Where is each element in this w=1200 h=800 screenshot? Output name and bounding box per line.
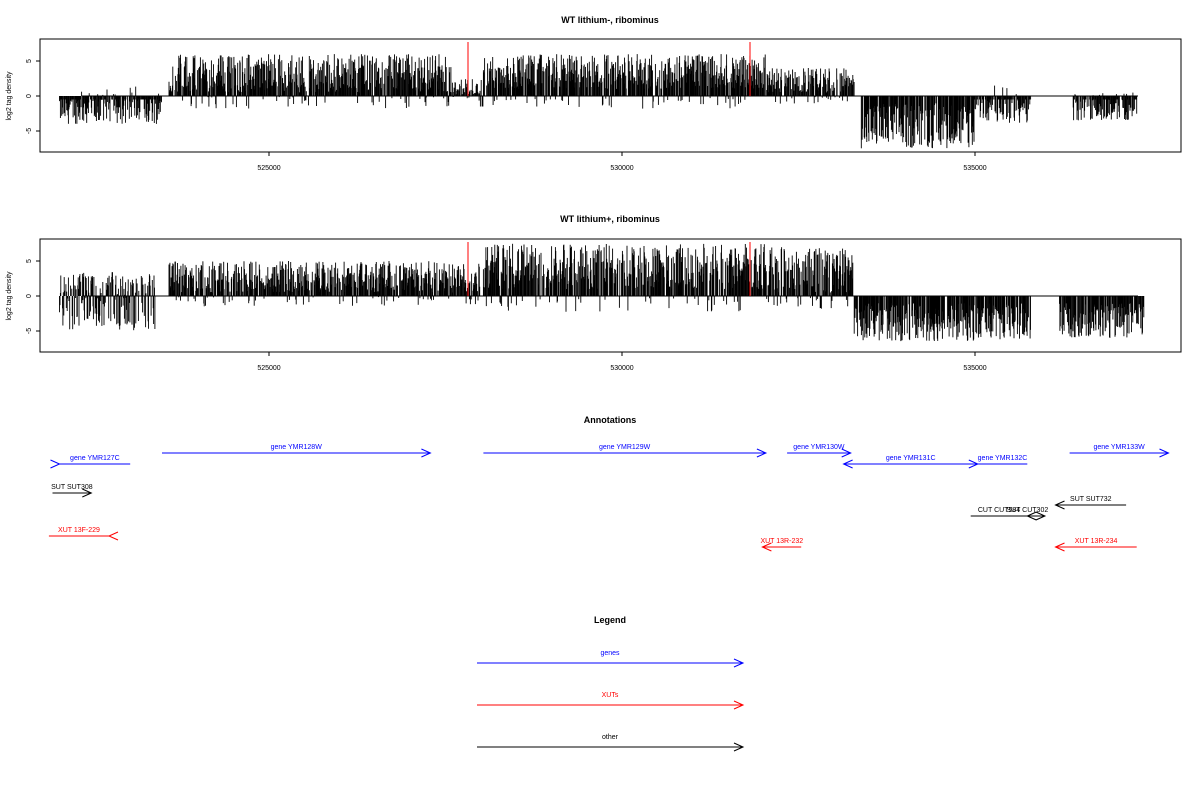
feature-label: XUT 13R-234 — [1075, 538, 1118, 545]
signal-bars — [59, 243, 1145, 342]
panel-lithium-plus: WT lithium+, ribominus 5 0 -5 log2 tag d… — [6, 214, 1182, 372]
feature-xuts: XUT 13R-234 — [1054, 538, 1137, 552]
legend-label: XUTs — [602, 692, 619, 699]
feature-label: SUT SUT308 — [51, 484, 93, 491]
x-tick-label: 530000 — [610, 165, 633, 172]
feature-arrowhead — [1159, 448, 1170, 458]
feature-label: CUT CUT584 — [978, 507, 1020, 514]
legend-item-xuts: XUTs — [477, 692, 745, 710]
feature-genes: gene YMR130W — [787, 444, 852, 458]
feature-arrowhead — [421, 448, 432, 458]
feature-arrowhead — [1035, 511, 1047, 521]
y-tick-label: 5 — [26, 259, 33, 263]
feature-label: XUT 13F-229 — [58, 527, 100, 534]
feature-arrowhead — [756, 448, 768, 458]
feature-other: SUT CUT302 — [1006, 507, 1048, 521]
annotations-title: Annotations — [584, 415, 637, 425]
legend-item-genes: genes — [477, 650, 745, 668]
feature-label: gene YMR131C — [886, 455, 936, 462]
legend-label: other — [602, 734, 619, 741]
feature-label: gene YMR129W — [599, 444, 651, 451]
y-tick-label: 0 — [26, 294, 33, 298]
legend-arrowhead — [733, 742, 745, 752]
feature-other: SUT SUT732 — [1054, 496, 1127, 510]
feature-genes: gene YMR127C — [50, 455, 131, 469]
panel-lithium-minus: WT lithium-, ribominus 5 0 -5 log2 tag d… — [6, 15, 1182, 172]
feature-label: gene YMR128W — [271, 444, 323, 451]
feature-xuts: XUT 13R-232 — [760, 538, 803, 552]
feature-genes: gene YMR131C — [842, 455, 978, 469]
x-tick-label: 535000 — [963, 165, 986, 172]
x-tick-label: 530000 — [610, 365, 633, 372]
feature-arrowhead — [50, 459, 61, 469]
signal-bars — [59, 54, 1138, 149]
legend-item-other: other — [477, 734, 745, 752]
feature-genes: gene YMR128W — [162, 444, 432, 458]
feature-arrowhead — [761, 542, 772, 552]
legend-title: Legend — [594, 615, 626, 625]
legend-arrowhead — [733, 700, 745, 710]
feature-label: gene YMR130W — [793, 444, 845, 451]
feature-label: gene YMR132C — [978, 455, 1028, 462]
feature-arrowhead — [82, 488, 93, 498]
feature-arrowhead — [1054, 542, 1065, 552]
feature-arrowhead — [842, 459, 853, 469]
feature-label: SUT SUT732 — [1070, 496, 1112, 503]
annotation-tracks: gene YMR127C gene YMR128W gene YMR129W gene… — [48, 444, 1170, 552]
feature-genes: gene YMR133W — [1069, 444, 1170, 458]
feature-genes: gene YMR132C — [968, 455, 1028, 469]
y-tick-label: -5 — [26, 328, 33, 334]
feature-label: gene YMR127C — [70, 455, 120, 462]
x-tick-label: 525000 — [257, 365, 280, 372]
feature-arrowhead — [107, 531, 119, 541]
y-tick-label: -5 — [26, 128, 33, 134]
feature-label: gene YMR133W — [1093, 444, 1145, 451]
legend-label: genes — [600, 650, 620, 657]
panel-title: WT lithium-, ribominus — [561, 15, 659, 25]
feature-genes: gene YMR129W — [483, 444, 768, 458]
y-axis-label: log2 tag density — [6, 71, 13, 121]
feature-other: SUT SUT308 — [51, 484, 93, 498]
panel-title: WT lithium+, ribominus — [560, 214, 660, 224]
feature-arrowhead — [968, 459, 980, 469]
feature-arrowhead — [841, 448, 852, 458]
feature-label: SUT CUT302 — [1006, 507, 1048, 514]
y-tick-label: 0 — [26, 94, 33, 98]
legend-arrowhead — [733, 658, 745, 668]
feature-label: XUT 13R-232 — [760, 538, 803, 545]
x-tick-label: 525000 — [257, 165, 280, 172]
feature-xuts: XUT 13F-229 — [48, 527, 119, 541]
y-axis-label: log2 tag density — [6, 271, 13, 321]
x-tick-label: 535000 — [963, 365, 986, 372]
feature-arrowhead — [1054, 500, 1065, 510]
y-tick-label: 5 — [26, 59, 33, 63]
legend: genes XUTs other — [477, 650, 745, 752]
